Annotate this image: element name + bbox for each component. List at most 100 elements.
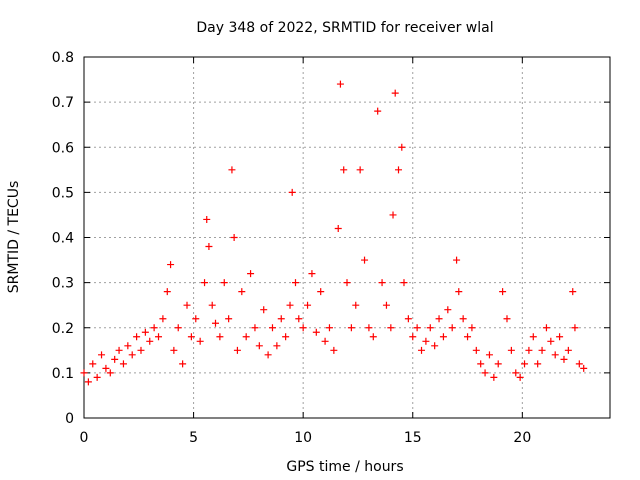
- data-point: [291, 279, 299, 287]
- data-point: [529, 333, 537, 341]
- x-tick-label: 15: [404, 430, 422, 446]
- data-point: [534, 360, 542, 368]
- data-point: [435, 315, 443, 323]
- data-point: [525, 346, 533, 354]
- data-point: [378, 279, 386, 287]
- data-point: [137, 346, 145, 354]
- grid-lines: [84, 57, 610, 418]
- data-point: [503, 315, 511, 323]
- data-point: [551, 351, 559, 359]
- data-point: [444, 306, 452, 314]
- data-point: [308, 270, 316, 278]
- data-point: [391, 89, 399, 97]
- data-point: [208, 301, 216, 309]
- x-tick-label: 5: [189, 430, 198, 446]
- data-point: [409, 333, 417, 341]
- data-point: [230, 234, 238, 241]
- data-point: [499, 288, 507, 296]
- y-tick-label: 0.8: [52, 50, 74, 66]
- data-point: [220, 279, 228, 287]
- x-tick-label: 10: [294, 430, 312, 446]
- data-point: [260, 306, 268, 314]
- data-point: [196, 337, 204, 345]
- data-point: [321, 337, 329, 345]
- data-point: [115, 346, 123, 354]
- chart-title: Day 348 of 2022, SRMTID for receiver wla…: [196, 20, 493, 36]
- y-tick-label: 0.1: [52, 366, 74, 382]
- data-point: [395, 166, 403, 174]
- data-point: [124, 342, 132, 350]
- data-point: [361, 256, 369, 264]
- y-tick-label: 0.3: [52, 276, 74, 292]
- data-points: [80, 80, 588, 386]
- data-point: [389, 211, 397, 219]
- data-point: [340, 166, 348, 174]
- data-point: [255, 342, 263, 350]
- y-tick-label: 0.4: [52, 231, 74, 247]
- data-point: [128, 351, 136, 359]
- data-point: [238, 288, 246, 296]
- data-point: [352, 301, 360, 309]
- data-point: [80, 369, 88, 377]
- data-point: [251, 324, 259, 332]
- plot-frame: [83, 56, 611, 419]
- data-point: [205, 243, 213, 251]
- data-point: [192, 315, 200, 323]
- data-point: [485, 351, 493, 359]
- data-point: [571, 324, 579, 332]
- data-point: [187, 333, 195, 341]
- data-point: [233, 346, 241, 354]
- data-point: [325, 324, 333, 332]
- data-point: [304, 301, 312, 309]
- data-point: [343, 279, 351, 287]
- data-point: [477, 360, 485, 368]
- data-point: [102, 364, 110, 372]
- data-point: [183, 301, 191, 309]
- y-tick-label: 0.5: [52, 185, 74, 201]
- data-point: [119, 360, 127, 368]
- data-point: [507, 346, 515, 354]
- data-point: [512, 369, 520, 377]
- data-point: [547, 337, 555, 345]
- data-point: [382, 301, 390, 309]
- data-point: [455, 288, 463, 296]
- data-point: [312, 328, 320, 336]
- data-point: [538, 346, 546, 354]
- data-point: [347, 324, 355, 332]
- data-point: [146, 337, 154, 345]
- data-point: [167, 261, 175, 269]
- data-point: [288, 188, 296, 196]
- data-point: [111, 355, 119, 363]
- data-point: [356, 166, 364, 174]
- data-point: [580, 364, 588, 372]
- data-point: [242, 333, 250, 341]
- data-point: [89, 360, 97, 368]
- x-axis-label: GPS time / hours: [286, 459, 403, 475]
- data-point: [93, 373, 101, 381]
- data-point: [106, 369, 114, 377]
- data-point: [282, 333, 290, 341]
- data-point: [453, 256, 461, 264]
- data-point: [225, 315, 233, 323]
- data-point: [521, 360, 529, 368]
- x-tick-label: 0: [80, 430, 89, 446]
- data-point: [141, 328, 149, 336]
- data-point: [216, 333, 224, 341]
- data-point: [439, 333, 447, 341]
- data-point: [404, 315, 412, 323]
- y-tick-label: 0: [65, 411, 74, 427]
- data-point: [516, 373, 524, 381]
- axis-ticks: 0 5 10 15 20 0 0.1 0.2 0.3 0.4 0.5 0.6 0.7 0.8: [52, 50, 610, 446]
- data-point: [98, 351, 106, 359]
- data-point: [179, 360, 187, 368]
- data-point: [84, 378, 92, 386]
- data-point: [264, 351, 272, 359]
- data-point: [174, 324, 182, 332]
- y-axis-label: SRMTID / TECUs: [6, 181, 22, 294]
- data-point: [494, 360, 502, 368]
- data-point: [133, 333, 141, 341]
- data-point: [422, 337, 430, 345]
- data-point: [569, 288, 577, 296]
- data-point: [247, 270, 255, 278]
